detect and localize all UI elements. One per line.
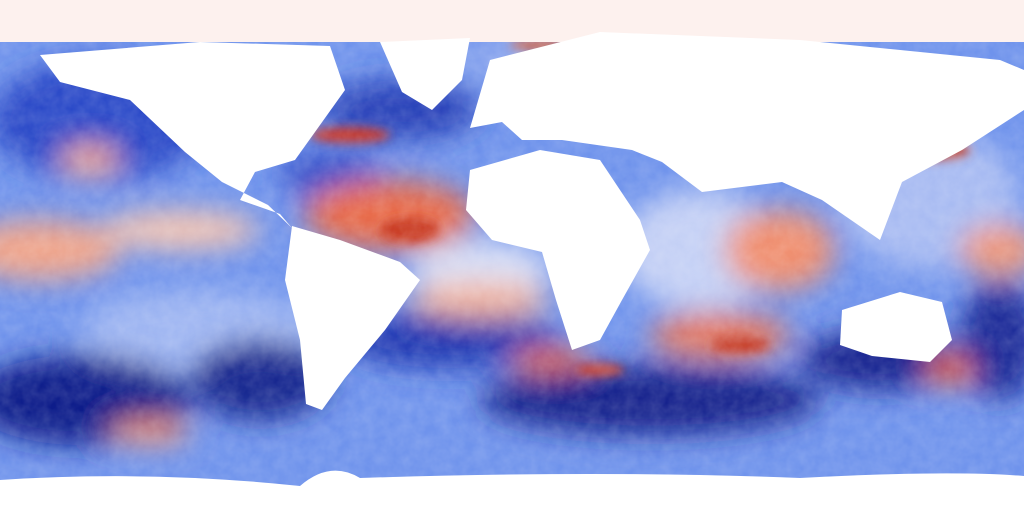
anomaly-map: [0, 0, 1024, 512]
land: [0, 0, 1024, 512]
page: [0, 0, 1024, 512]
